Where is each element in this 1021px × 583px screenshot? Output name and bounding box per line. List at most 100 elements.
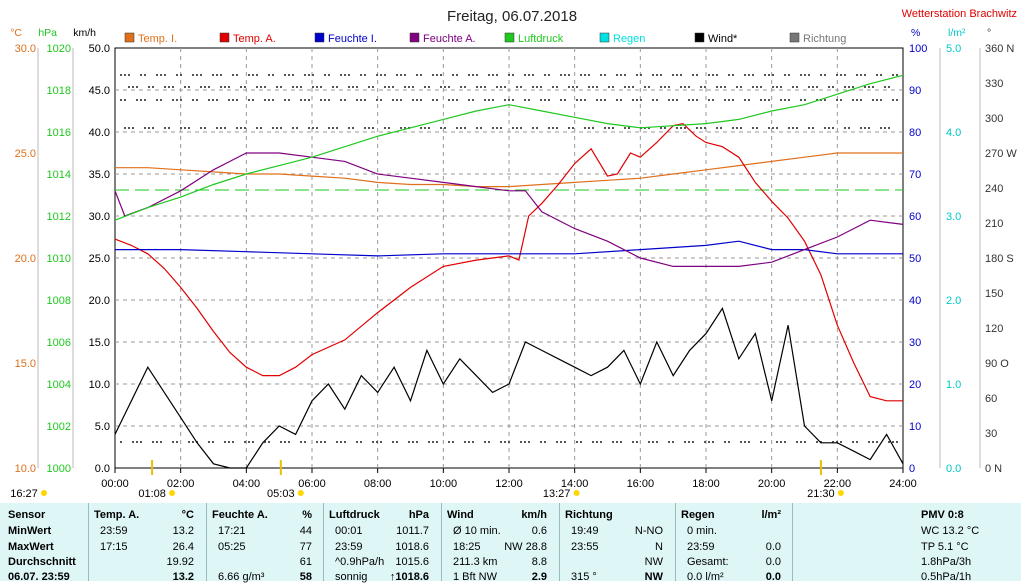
direction-dot [720,86,722,88]
direction-dot [872,86,874,88]
tick-label-left: 35.0 [89,169,110,181]
direction-dot [200,74,202,76]
direction-dot [396,99,398,101]
direction-dot [320,99,322,101]
direction-dot [140,74,142,76]
direction-dot [880,74,882,76]
direction-dot [632,86,634,88]
cell-value: 13.2 [172,571,194,583]
direction-dot [332,127,334,129]
direction-dot [836,74,838,76]
direction-dot [372,127,374,129]
direction-dot [600,441,602,443]
direction-dot [272,99,274,101]
direction-dot [868,86,870,88]
cell-value: 44 [299,525,312,537]
direction-dot [268,99,270,101]
direction-dot [604,74,606,76]
direction-dot [212,74,214,76]
direction-dot [744,74,746,76]
direction-dot [692,441,694,443]
direction-dot [704,441,706,443]
direction-dot [304,99,306,101]
direction-dot [388,127,390,129]
direction-dot [824,127,826,129]
direction-dot [520,86,522,88]
direction-dot [596,441,598,443]
tick-label-left: 1002 [47,421,71,433]
direction-dot [300,86,302,88]
tick-label-right: 2.0 [946,295,961,307]
direction-dot [468,74,470,76]
direction-dot [400,127,402,129]
direction-dot [500,127,502,129]
direction-dot [736,86,738,88]
direction-dot [432,441,434,443]
direction-dot [752,74,754,76]
direction-dot [724,86,726,88]
direction-dot [312,86,314,88]
tick-label-right: 30 [909,337,921,349]
direction-dot [556,441,558,443]
direction-dot [680,86,682,88]
cell-value: 0.6 [531,525,547,537]
direction-dot [276,127,278,129]
column-unit: km/h [521,509,547,521]
direction-dot [560,74,562,76]
direction-dot [788,127,790,129]
direction-dot [620,441,622,443]
direction-dot [724,99,726,101]
direction-dot [688,441,690,443]
marker-sun [169,490,176,496]
direction-dot [476,86,478,88]
direction-dot [784,74,786,76]
direction-dot [616,99,618,101]
direction-dot [412,441,414,443]
direction-dot [664,86,666,88]
direction-dot [128,86,130,88]
direction-dot [396,441,398,443]
direction-dot [896,99,898,101]
direction-dot [484,99,486,101]
cell-time: 23:59 [100,525,128,537]
cell-value: 0.0 [765,571,781,583]
direction-dot [324,441,326,443]
direction-dot [708,74,710,76]
direction-dot [524,441,526,443]
direction-dot [384,86,386,88]
x-tick-label: 20:00 [758,478,786,490]
direction-dot [508,441,510,443]
x-tick-label: 08:00 [364,478,392,490]
tick-label-right: 10 [909,421,921,433]
direction-dot [824,99,826,101]
direction-dot [488,74,490,76]
direction-dot [312,74,314,76]
legend-swatch [599,32,610,43]
direction-dot [544,74,546,76]
cell-time: 00:01 [335,525,363,537]
weather-chart: Freitag, 06.07.2018 Wetterstation Brachw… [10,8,1017,500]
direction-dot [672,99,674,101]
direction-dot [696,127,698,129]
direction-dot [344,441,346,443]
direction-dot [284,441,286,443]
legend-swatch [694,32,705,43]
direction-dot [772,86,774,88]
direction-dot [296,127,298,129]
direction-dot [684,86,686,88]
direction-dot [404,74,406,76]
direction-dot [300,441,302,443]
direction-dot [512,127,514,129]
direction-dot [876,441,878,443]
tick-label-right: 40 [909,295,921,307]
direction-dot [336,86,338,88]
direction-dot [460,127,462,129]
direction-dot [476,74,478,76]
direction-dot [780,86,782,88]
direction-dot [848,86,850,88]
direction-dot [436,99,438,101]
direction-dot [512,99,514,101]
x-tick-label: 18:00 [692,478,720,490]
cell-time: ^0.9hPa/h [335,556,385,568]
direction-dot [576,441,578,443]
